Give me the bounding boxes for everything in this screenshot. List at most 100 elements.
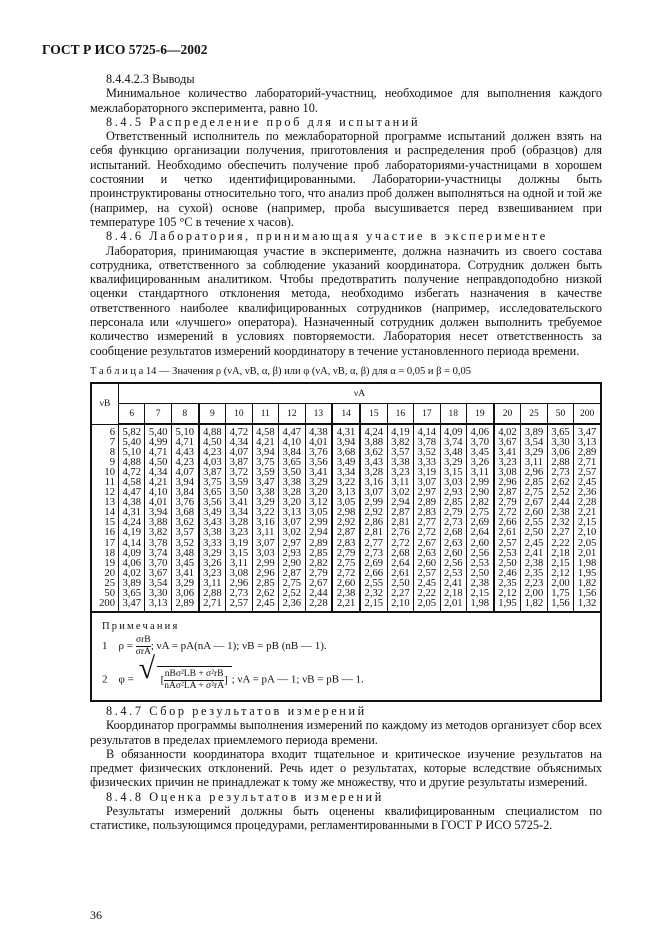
table-row: 14 4,31 3,94 3,68 3,49 3,34 3,22 3,13 3,05 2,98 2,… (90, 508, 602, 519)
table-cell: 3,11 (251, 528, 280, 539)
table-cell: 3,20 (278, 498, 306, 509)
column-header: 15 (359, 403, 388, 425)
table-cell: 3,13 (278, 508, 306, 519)
table-cell: 2,92 (331, 518, 361, 529)
paragraph: 8.4.8 Оценка результатов измерений (106, 789, 384, 804)
table-cell: 2,01 (439, 598, 468, 612)
table-cell: 2,10 (386, 598, 415, 612)
table-cell: 2,56 (439, 558, 468, 569)
table-notes: Примечания 1 ρ = σrB σrA; νA = pA(nA — 1)… (90, 610, 602, 702)
formula-rest: ; νA = pA(nA — 1); νB = pB (nB — 1). (150, 639, 327, 652)
table-cell: 1,95 (573, 568, 602, 579)
denominator: nAσ²LA + σ²rA (164, 680, 225, 691)
column-header: 11 (251, 403, 280, 425)
table-cell: 4,01 (144, 498, 172, 509)
column-header: 10 (225, 403, 253, 425)
table-cell: 3,82 (144, 528, 172, 539)
table-cell: 2,53 (439, 568, 468, 579)
table-cell: 3,05 (331, 498, 361, 509)
table-cell: 1,98 (573, 558, 602, 569)
table-cell: 3,84 (170, 487, 200, 499)
table-cell: 2,44 (304, 588, 334, 599)
table-cell: 4,10 (278, 437, 306, 449)
table-cell: 3,62 (170, 518, 200, 529)
table-cell: 2,76 (386, 528, 415, 539)
table-cell: 1,98 (465, 598, 495, 612)
col-group-header-nu-a: νA (118, 382, 602, 404)
table-cell: 4,09 (439, 424, 468, 439)
column-header: 13 (304, 403, 334, 425)
table-cell: 2,57 (573, 467, 602, 479)
table-row: 7 5,40 4,99 4,71 4,50 4,34 4,21 4,10 4,01 3,94 3,8… (90, 437, 602, 449)
table-14: νB νA 6 7 8 9 10 11 12 13 14 15 16 17 18 19 20 25 50 200 … (90, 382, 602, 702)
table-cell: 2,56 (465, 548, 495, 559)
table-row: 200 3,47 3,13 2,89 2,71 2,57 2,45 2,36 2,28 2,21 2… (90, 598, 602, 612)
table-cell: 3,70 (465, 437, 495, 449)
table-cell: 2,83 (331, 538, 361, 549)
table-cell: 2,52 (546, 487, 575, 499)
table-cell: 2,85 (304, 548, 334, 559)
table-cell: 3,56 (304, 457, 334, 469)
table-cell: 2,62 (546, 477, 575, 489)
table-cell: 2,97 (278, 538, 306, 549)
table-cell: 1,82 (573, 578, 602, 589)
table-cell: 2,71 (198, 598, 227, 612)
table-cell: 2,87 (331, 528, 361, 539)
table-cell: 2,82 (465, 498, 495, 509)
table-cell: 2,63 (439, 538, 468, 549)
row-label: 16 (90, 528, 119, 539)
formula-rest: ; νA = pA — 1; νB = pB — 1. (231, 673, 364, 686)
table-cell: 2,52 (278, 588, 306, 599)
row-label: 200 (90, 598, 119, 612)
bottom-text-block: 8.4.7 Сбор результатов измерений Координа… (90, 704, 602, 833)
table-cell: 4,19 (117, 528, 146, 539)
table-cell: 3,84 (278, 447, 306, 459)
column-header: 8 (170, 403, 200, 425)
table-cell: 4,43 (170, 447, 200, 459)
table-cell: 3,67 (144, 568, 172, 579)
table-cell: 4,10 (144, 487, 172, 499)
table-cell: 2,79 (331, 548, 361, 559)
paragraph: В обязанности координатора входит тщател… (90, 746, 602, 790)
table-cell: 3,26 (465, 457, 495, 469)
table-cell: 3,49 (331, 457, 361, 469)
table-cell: 4,21 (144, 477, 172, 489)
table-cell: 3,41 (170, 568, 200, 579)
table-row: 25 3,89 3,54 3,29 3,11 2,96 2,85 2,75 2,67 2,60 2,… (90, 578, 602, 589)
table-cell: 3,29 (170, 578, 200, 589)
table-cell: 5,82 (117, 424, 146, 439)
table-row: 17 4,14 3,78 3,52 3,33 3,19 3,07 2,97 2,89 2,83 2,… (90, 538, 602, 549)
paragraph: 8.4.5 Распределение проб для испытаний (106, 114, 421, 129)
table-cell: 3,45 (465, 447, 495, 459)
table-cell: 2,88 (546, 457, 575, 469)
column-header: 18 (439, 403, 468, 425)
table-cell: 1,56 (573, 588, 602, 599)
table-cell: 3,57 (170, 528, 200, 539)
formula-lhs: φ = (118, 673, 134, 686)
table-cell: 4,71 (170, 437, 200, 449)
table-cell: 2,36 (278, 598, 306, 612)
table-cell: 2,60 (439, 548, 468, 559)
table-cell: 3,70 (144, 558, 172, 569)
table-cell: 2,15 (546, 558, 575, 569)
table-cell: 4,88 (198, 424, 227, 439)
table-cell: 2,93 (439, 487, 468, 499)
table-cell: 3,76 (170, 498, 200, 509)
table-cell: 2,73 (439, 518, 468, 529)
table-cell: 3,65 (278, 457, 306, 469)
table-cell: 2,50 (520, 528, 548, 539)
table-cell: 4,07 (170, 467, 200, 479)
table-row: 13 4,38 4,01 3,76 3,56 3,41 3,29 3,20 3,12 3,05 2,… (90, 498, 602, 509)
table-cell: 1,82 (520, 598, 548, 612)
table-cell: 3,54 (144, 578, 172, 589)
column-header: 50 (546, 403, 575, 425)
table-row: 19 4,06 3,70 3,45 3,26 3,11 2,99 2,90 2,82 2,75 2,… (90, 558, 602, 569)
table-cell: 4,34 (144, 467, 172, 479)
table-cell: 2,12 (546, 568, 575, 579)
column-header: 12 (278, 403, 306, 425)
table-cell: 2,68 (439, 528, 468, 539)
table-cell: 2,60 (465, 538, 495, 549)
table-cell: 2,00 (546, 578, 575, 589)
table-cell: 3,07 (278, 518, 306, 529)
paragraph: 8.4.4.2.3 Выводы (106, 72, 195, 86)
